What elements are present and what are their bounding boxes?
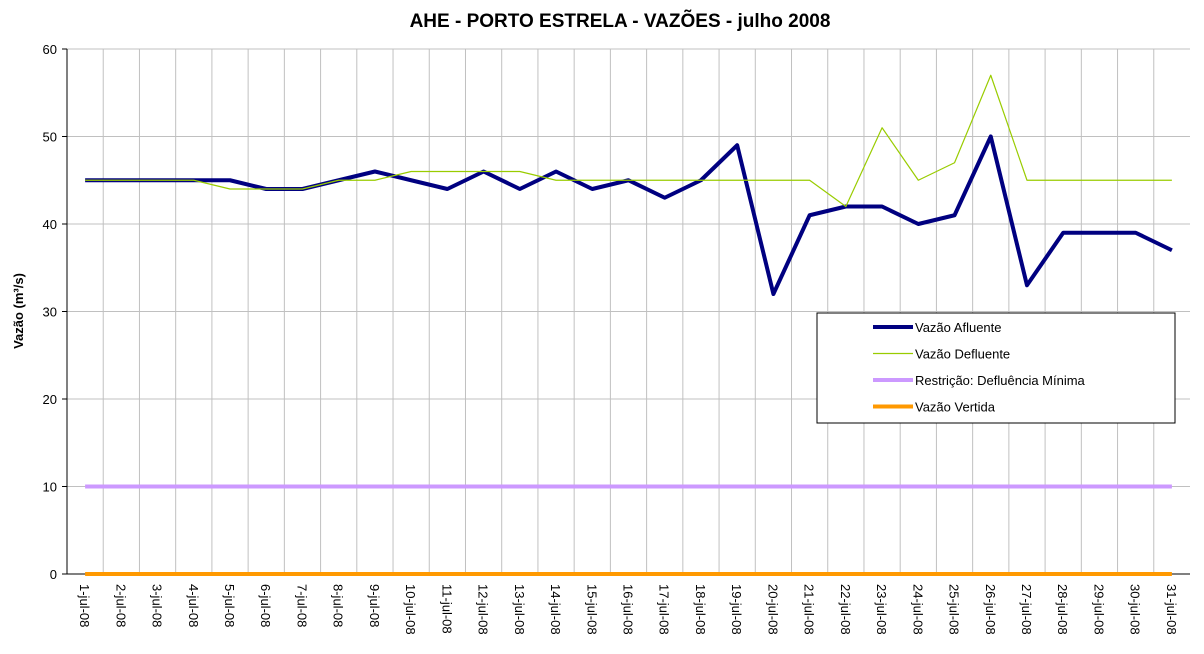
x-tick-label: 12-jul-08 — [476, 584, 491, 635]
y-tick-label: 30 — [43, 305, 57, 320]
x-tick-label: 25-jul-08 — [947, 584, 962, 635]
x-tick-label: 26-jul-08 — [983, 584, 998, 635]
x-tick-label: 6-jul-08 — [258, 584, 273, 627]
legend-label: Vazão Afluente — [915, 320, 1002, 335]
x-tick-label: 13-jul-08 — [512, 584, 527, 635]
x-tick-label: 9-jul-08 — [367, 584, 382, 627]
y-tick-label: 60 — [43, 42, 57, 57]
x-tick-label: 4-jul-08 — [186, 584, 201, 627]
y-axis-label: Vazão (m³/s) — [11, 273, 26, 349]
legend-label: Vazão Defluente — [915, 347, 1010, 362]
x-tick-label: 22-jul-08 — [838, 584, 853, 635]
y-tick-label: 20 — [43, 392, 57, 407]
y-tick-label: 10 — [43, 480, 57, 495]
x-tick-label: 1-jul-08 — [77, 584, 92, 627]
x-tick-label: 28-jul-08 — [1055, 584, 1070, 635]
x-tick-label: 21-jul-08 — [802, 584, 817, 635]
series-line — [85, 74, 1172, 208]
y-tick-label: 0 — [50, 567, 57, 582]
x-tick-label: 2-jul-08 — [113, 584, 128, 627]
chart-title: AHE - PORTO ESTRELA - VAZÕES - julho 200… — [410, 10, 831, 32]
x-tick-label: 24-jul-08 — [910, 584, 925, 635]
x-tick-label: 8-jul-08 — [331, 584, 346, 627]
y-tick-label: 50 — [43, 130, 57, 145]
x-tick-label: 15-jul-08 — [584, 584, 599, 635]
x-tick-label: 10-jul-08 — [403, 584, 418, 635]
x-tick-label: 17-jul-08 — [657, 584, 672, 635]
x-tick-label: 31-jul-08 — [1164, 584, 1179, 635]
x-tick-label: 30-jul-08 — [1128, 584, 1143, 635]
x-tick-label: 27-jul-08 — [1019, 584, 1034, 635]
x-tick-label: 29-jul-08 — [1091, 584, 1106, 635]
x-tick-label: 23-jul-08 — [874, 584, 889, 635]
x-tick-label: 19-jul-08 — [729, 584, 744, 635]
x-tick-label: 7-jul-08 — [294, 584, 309, 627]
x-tick-label: 16-jul-08 — [621, 584, 636, 635]
x-tick-label: 11-jul-08 — [439, 584, 454, 634]
x-tick-label: 5-jul-08 — [222, 584, 237, 627]
x-tick-label: 14-jul-08 — [548, 584, 563, 635]
x-tick-label: 3-jul-08 — [150, 584, 165, 627]
legend-label: Vazão Vertida — [915, 400, 996, 415]
x-tick-label: 18-jul-08 — [693, 584, 708, 635]
y-tick-label: 40 — [43, 217, 57, 232]
legend-label: Restrição: Defluência Mínima — [915, 373, 1086, 388]
x-tick-label: 20-jul-08 — [765, 584, 780, 635]
